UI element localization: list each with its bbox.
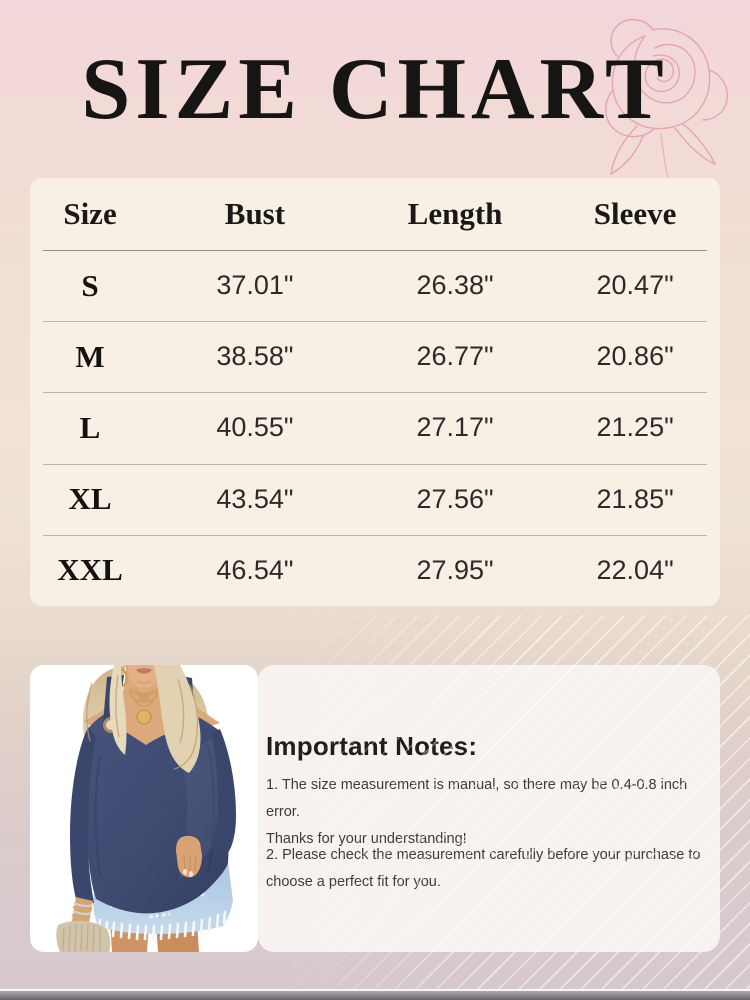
table-header-row: Size Bust Length Sleeve (30, 178, 720, 250)
product-photo (30, 665, 258, 952)
sleeve-value: 20.47" (596, 270, 674, 301)
sleeve-value: 21.25" (596, 412, 674, 443)
table-row: XXL 46.54" 27.95" 22.04" (30, 535, 720, 606)
table-row: L 40.55" 27.17" 21.25" (30, 392, 720, 463)
note-line: 2. Please check the measurement carefull… (266, 847, 701, 863)
row-divider (43, 535, 707, 536)
column-header-size: Size (63, 196, 117, 231)
size-value: XXL (57, 552, 123, 588)
bust-value: 37.01" (216, 270, 294, 301)
row-divider (43, 321, 707, 322)
size-value: M (75, 338, 105, 374)
header-divider (43, 250, 707, 251)
size-value: S (81, 267, 99, 303)
sleeve-value: 20.86" (596, 341, 674, 372)
sleeve-value: 22.04" (596, 554, 674, 585)
note-item-1: 1. The size measurement is manual, so th… (266, 772, 702, 853)
model-illustration (56, 665, 236, 952)
length-value: 26.77" (416, 341, 494, 372)
sleeve-value: 21.85" (596, 483, 674, 514)
notes-panel: Important Notes: 1. The size measurement… (258, 665, 720, 952)
bottom-edge-bar (0, 991, 750, 1000)
table-row: M 38.58" 26.77" 20.86" (30, 321, 720, 392)
row-divider (43, 392, 707, 393)
length-value: 27.56" (416, 483, 494, 514)
bust-value: 40.55" (216, 412, 294, 443)
column-header-bust: Bust (224, 196, 286, 231)
column-header-length: Length (407, 196, 503, 231)
notes-heading: Important Notes: (266, 731, 478, 761)
note-line: 1. The size measurement is manual, so th… (266, 777, 688, 820)
size-table-card: Size Bust Length Sleeve S 37.01" 26.38" … (30, 178, 720, 606)
length-value: 26.38" (416, 270, 494, 301)
length-value: 27.95" (416, 554, 494, 585)
row-divider (43, 464, 707, 465)
length-value: 27.17" (416, 412, 494, 443)
column-header-sleeve: Sleeve (593, 196, 677, 231)
bust-value: 43.54" (216, 483, 294, 514)
bust-value: 46.54" (216, 554, 294, 585)
note-item-2: 2. Please check the measurement carefull… (266, 842, 702, 896)
bust-value: 38.58" (216, 341, 294, 372)
table-row: S 37.01" 26.38" 20.47" (30, 250, 720, 321)
table-row: XL 43.54" 27.56" 21.85" (30, 464, 720, 535)
note-line: choose a perfect fit for you. (266, 874, 441, 890)
page-title: SIZE CHART (81, 41, 669, 138)
size-value: XL (68, 481, 112, 517)
size-value: L (79, 409, 101, 445)
